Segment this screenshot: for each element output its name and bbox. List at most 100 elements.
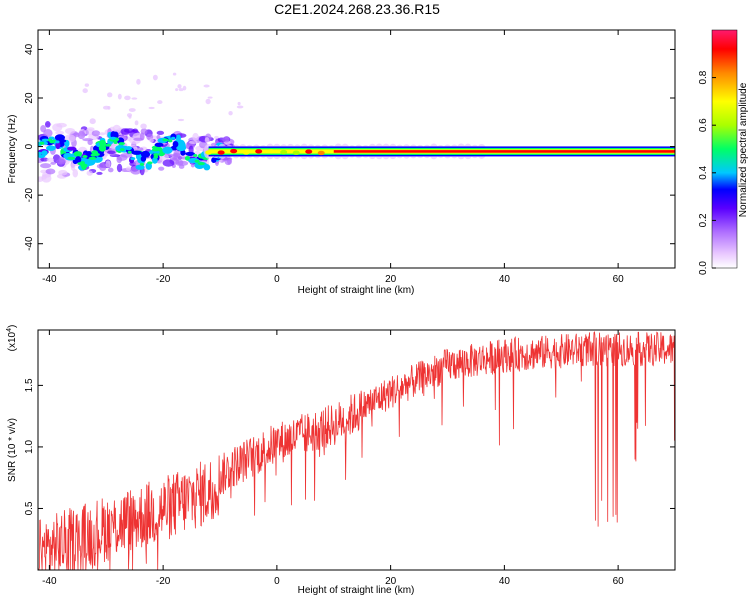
spectrogram-marks: [38, 72, 675, 183]
colorbar-label: Normalized spectral amplitude: [738, 82, 749, 217]
spectrogram-cell: [140, 123, 147, 129]
spectrogram-cell: [126, 166, 131, 172]
spectrogram-cell: [82, 155, 88, 159]
spectrogram-panel: -40 -20 0 20 40 60 -40 -20 0 20 40 Height of strai…: [7, 29, 676, 296]
spectrogram-cell: [120, 148, 125, 152]
spectrogram-cell: [193, 153, 198, 157]
colorbar-gradient: [711, 29, 738, 269]
spectrogram-cell: [135, 164, 145, 170]
spectrogram-cell: [317, 150, 325, 156]
spectrogram-cell: [280, 149, 288, 155]
spectrogram-cell: [91, 150, 97, 154]
spectrogram-cell: [157, 100, 163, 105]
spectrogram-cell: [176, 139, 185, 146]
spectrogram-cell: [55, 140, 60, 144]
snr-x-tick-label: -20: [156, 576, 171, 587]
spectrogram-y-tick-label: -40: [24, 236, 35, 251]
spectrogram-cell: [230, 148, 238, 154]
spectrogram-cell: [242, 150, 250, 155]
spectrogram-cell: [168, 139, 173, 143]
spectrogram-cell: [153, 155, 159, 159]
spectrogram-cell: [128, 108, 136, 112]
spectrogram-cell: [214, 135, 220, 140]
snr-x-tick-label: -40: [42, 576, 57, 587]
snr-x-tick-label: 60: [613, 576, 625, 587]
spectrogram-cell: [80, 164, 87, 168]
spectrogram-cell: [41, 150, 48, 156]
snr-ticks: -40 -20 0 20 40 60 0.5 1.0 1.5: [24, 330, 675, 587]
snr-x-tick-label: 20: [385, 576, 397, 587]
svg-text:(x104): (x104): [6, 325, 18, 352]
spectrogram-cell: [292, 150, 300, 155]
spectrogram-cell: [117, 93, 122, 100]
snr-y-tick-label: 1.5: [24, 378, 35, 392]
spectrogram-cell: [162, 138, 169, 142]
spectrogram-cell: [99, 162, 107, 172]
spectrogram-cell: [107, 167, 114, 173]
spectrogram-cell: [237, 101, 241, 106]
spectrogram-cell: [176, 144, 187, 152]
spectrogram-cell: [197, 162, 205, 166]
snr-frame: [37, 329, 676, 571]
spectrogram-cell: [177, 160, 189, 166]
spectrogram-cell: [205, 150, 213, 155]
spectrogram-cell: [86, 127, 95, 131]
spectrogram-cell: [84, 158, 96, 166]
spectrogram-x-tick-label: 40: [499, 274, 511, 285]
spectrogram-cell: [172, 140, 179, 148]
spectrogram-cell: [162, 146, 173, 154]
spectrogram-cell: [177, 118, 185, 122]
spectrogram-cell: [89, 118, 96, 125]
spectrogram-x-tick-label: 60: [613, 274, 625, 285]
spectrogram-cell: [151, 157, 158, 164]
spectrogram-cell: [151, 148, 160, 152]
spectrogram-cell: [236, 105, 244, 109]
spectrogram-cell: [46, 157, 55, 163]
spectrogram-cell: [38, 176, 44, 182]
spectrogram-cell: [41, 138, 50, 142]
spectrogram-cell: [67, 156, 76, 160]
spectrogram-cell: [40, 157, 49, 162]
colorbar-tick-label: 0.0: [698, 261, 709, 275]
spectrogram-cell: [180, 149, 186, 156]
spectrogram-cell: [39, 141, 46, 145]
spectrogram-cell: [77, 162, 83, 166]
spectrogram-cell: [50, 161, 56, 165]
spectrogram-cell: [205, 98, 211, 105]
spectrogram-cell: [38, 151, 43, 155]
spectrogram-cell: [67, 146, 77, 151]
spectrogram-cell: [73, 151, 83, 157]
spectrogram-y-tick-label: 20: [24, 92, 35, 104]
spectrogram-cell: [131, 97, 138, 100]
spectrogram-cell: [178, 88, 184, 92]
spectrogram-cell: [131, 150, 143, 155]
spectrogram-cell: [116, 156, 122, 164]
spectrogram-cell: [82, 88, 88, 94]
spectrogram-cell: [52, 123, 63, 132]
spectrogram-cell: [134, 120, 139, 126]
spectrogram-cell: [178, 164, 185, 169]
spectrogram-cell: [185, 151, 195, 156]
spectrogram-cell: [40, 163, 52, 169]
spectrogram-cell: [54, 134, 65, 141]
spectrogram-cell: [169, 157, 178, 161]
spectrogram-cell: [123, 128, 135, 133]
spectrogram-cell: [175, 88, 179, 92]
spectrogram-cell: [107, 106, 111, 110]
spectrogram-cell: [96, 171, 103, 175]
spectrogram-y-label: Frequency (Hz): [7, 115, 18, 184]
snr-y-tick-label: 1.0: [24, 440, 35, 454]
spectrogram-cell: [43, 128, 53, 138]
spectrogram-cell: [107, 92, 113, 98]
spectrogram-cell: [99, 146, 105, 150]
spectrogram-cell: [99, 139, 107, 147]
spectrogram-cell: [140, 155, 147, 162]
spectrogram-cell: [139, 162, 145, 166]
colorbar-tick-label: 0.6: [698, 118, 709, 132]
spectrogram-cell: [149, 138, 154, 143]
spectrogram-cell: [104, 143, 112, 147]
spectrogram-cell: [70, 162, 76, 171]
spectrogram-cell: [217, 150, 225, 155]
spectrogram-cell: [105, 160, 111, 168]
